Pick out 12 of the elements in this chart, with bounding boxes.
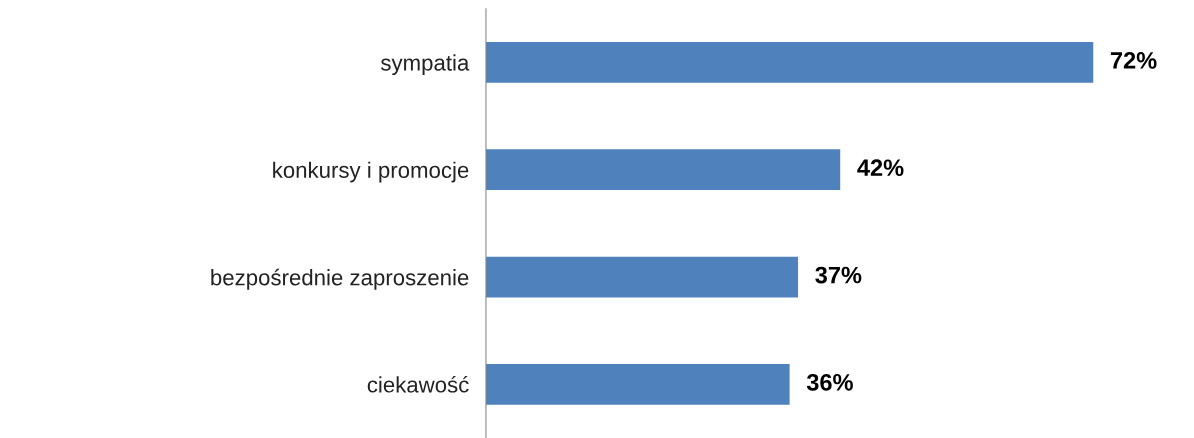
y-tick-label: konkursy i promocje [273, 161, 469, 183]
bar [485, 42, 1094, 83]
y-tick-label: bezpośrednie zaproszenie [211, 268, 469, 290]
data-label: 36% [806, 373, 853, 391]
data-label: 72% [1110, 52, 1157, 69]
y-tick-label: ciekawość [367, 376, 469, 393]
data-label: 37% [815, 266, 862, 284]
bar [485, 149, 841, 191]
bar [485, 256, 799, 298]
data-label: 42% [857, 159, 904, 177]
y-tick-label: sympatia [380, 54, 470, 76]
bar [485, 363, 790, 405]
